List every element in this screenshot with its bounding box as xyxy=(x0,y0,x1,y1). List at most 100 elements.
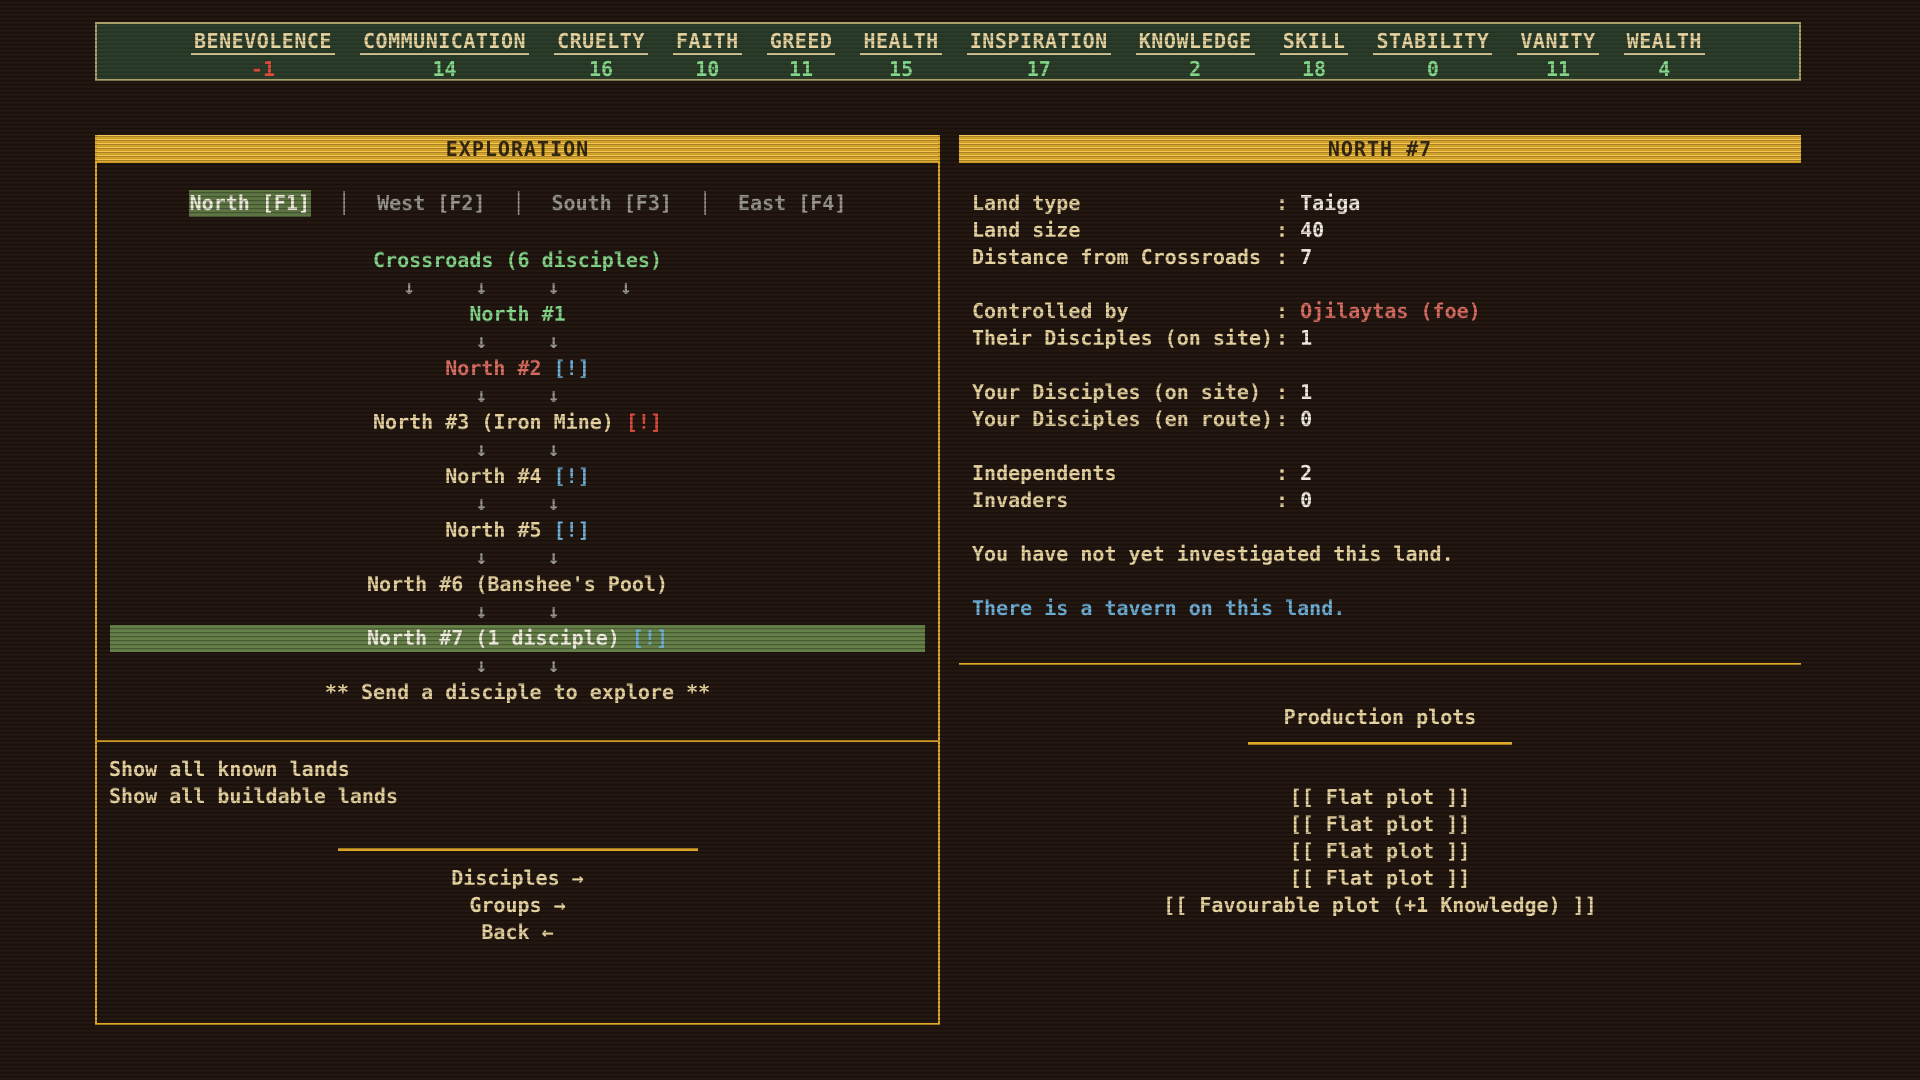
tree-arrows: ↓ ↓ xyxy=(97,328,938,355)
land-message-row: There is a tavern on this land. xyxy=(972,595,1801,622)
land-message-text: There is a tavern on this land. xyxy=(972,596,1346,620)
stat-value: 16 xyxy=(588,57,614,81)
land-info-colon: : xyxy=(1276,461,1301,485)
menu-back[interactable]: Back ← xyxy=(481,920,554,944)
stat-inspiration: INSPIRATION 17 xyxy=(966,30,1111,81)
land-info-value: 0 xyxy=(1300,407,1313,431)
tree-arrows: ↓ ↓ xyxy=(97,490,938,517)
stat-label: BENEVOLENCE xyxy=(191,30,335,55)
stat-label: FAITH xyxy=(672,30,742,55)
land-info-row: Your Disciples (en route): 0 xyxy=(972,406,1801,433)
production-plots-title: Production plots xyxy=(1283,705,1477,729)
down-arrow-icon: ↓ ↓ xyxy=(475,383,560,407)
spacer-row xyxy=(972,568,1801,595)
stat-value: 17 xyxy=(1026,57,1051,81)
tree-node-text: [!] xyxy=(625,410,662,434)
tree-node-text: Crossroads (6 disciples) xyxy=(373,248,662,272)
tree-arrows: ↓ ↓ xyxy=(97,598,938,625)
tree-node-north-3[interactable]: North #3 (Iron Mine) [!] xyxy=(97,409,938,436)
down-arrow-icon: ↓ ↓ xyxy=(475,653,560,677)
land-info-value: Ojilaytas (foe) xyxy=(1300,299,1481,323)
tab-separator: │ xyxy=(338,191,351,215)
stat-communication: COMMUNICATION 14 xyxy=(360,30,530,80)
tree-node-text: North #2 xyxy=(445,356,554,380)
production-plot[interactable]: [[ Flat plot ]] xyxy=(1289,812,1471,836)
tree-node-text: North #1 xyxy=(469,302,566,326)
tree-arrows: ↓ ↓ xyxy=(97,652,938,679)
tree-node-text: [!] xyxy=(553,356,590,380)
land-info-row: Controlled by: Ojilaytas (foe) xyxy=(972,298,1801,325)
stat-stability: STABILITY 0 xyxy=(1373,30,1493,81)
land-info-row: Invaders: 0 xyxy=(972,487,1801,514)
stat-knowledge: KNOWLEDGE 2 xyxy=(1135,30,1255,81)
tab-separator: │ xyxy=(698,191,711,215)
tree-node-crossroads[interactable]: Crossroads (6 disciples) xyxy=(97,247,938,274)
option-show-known-lands[interactable]: Show all known lands xyxy=(109,757,350,781)
view-options: Show all known lands Show all buildable l… xyxy=(109,756,398,810)
tab-north[interactable]: North [F1] xyxy=(188,190,312,217)
land-info-row: Their Disciples (on site): 1 xyxy=(972,325,1801,352)
production-plot[interactable]: [[ Flat plot ]] xyxy=(1289,839,1471,863)
spacer-row xyxy=(972,514,1801,541)
tree-node-north-7[interactable]: North #7 (1 disciple) [!] xyxy=(97,625,938,652)
menu-groups[interactable]: Groups → xyxy=(469,893,566,917)
land-info-colon: : xyxy=(1276,407,1301,431)
tab-west[interactable]: West [F2] xyxy=(377,191,486,215)
exploration-panel: EXPLORATION North [F1] │ West [F2] │ South [… xyxy=(95,135,940,1025)
spacer-row xyxy=(972,352,1801,379)
stat-value: 11 xyxy=(1545,57,1571,81)
down-arrow-icon: ↓ ↓ ↓ ↓ xyxy=(403,275,632,299)
production-plot[interactable]: [[ Favourable plot (+1 Knowledge) ]] xyxy=(1163,893,1597,917)
stat-label: INSPIRATION xyxy=(966,30,1111,55)
tree-node-north-6[interactable]: North #6 (Banshee's Pool) xyxy=(97,571,938,598)
land-info-colon: : xyxy=(1276,218,1301,242)
land-info: Land type: Taiga Land size: 40 Distance fr… xyxy=(972,190,1801,622)
nav-menu: Disciples → Groups → Back ← xyxy=(97,865,938,946)
land-info-row: Independents: 2 xyxy=(972,460,1801,487)
tree-node-north-5[interactable]: North #5 [!] xyxy=(97,517,938,544)
spacer-row xyxy=(972,433,1801,460)
tree-node-text: North #3 (Iron Mine) xyxy=(373,410,626,434)
tree-node-north-1[interactable]: North #1 xyxy=(97,301,938,328)
land-info-label: Controlled by xyxy=(972,299,1129,323)
land-info-colon: : xyxy=(1276,191,1301,215)
tree-arrows: ↓ ↓ xyxy=(97,382,938,409)
down-arrow-icon: ↓ ↓ xyxy=(475,329,560,353)
land-info-value: 7 xyxy=(1300,245,1313,269)
land-info-value: 1 xyxy=(1300,380,1313,404)
land-message-row: You have not yet investigated this land. xyxy=(972,541,1801,568)
tab-east[interactable]: East [F4] xyxy=(737,191,847,215)
stat-value: 2 xyxy=(1189,57,1202,81)
stat-cruelty: CRUELTY 16 xyxy=(554,30,648,81)
menu-disciples[interactable]: Disciples → xyxy=(451,866,584,890)
land-message-text: You have not yet investigated this land. xyxy=(972,542,1454,566)
menu-divider xyxy=(337,848,698,851)
tab-south[interactable]: South [F3] xyxy=(551,191,672,215)
land-info-colon: : xyxy=(1276,326,1301,350)
production-plot[interactable]: [[ Flat plot ]] xyxy=(1289,866,1471,890)
tree-node-text: North #5 xyxy=(445,518,554,542)
tree-node-north-4[interactable]: North #4 [!] xyxy=(97,463,938,490)
land-info-colon: : xyxy=(1276,380,1301,404)
tree-node-north-2[interactable]: North #2 [!] xyxy=(97,355,938,382)
production-plot[interactable]: [[ Flat plot ]] xyxy=(1289,785,1471,809)
tree-node-explore-prompt[interactable]: ** Send a disciple to explore ** xyxy=(97,679,938,706)
land-info-colon: : xyxy=(1276,245,1301,269)
land-info-label: Distance from Crossroads xyxy=(972,245,1261,269)
land-info-label: Independents xyxy=(972,461,1117,485)
stat-label: VANITY xyxy=(1517,30,1599,55)
option-show-buildable-lands[interactable]: Show all buildable lands xyxy=(109,784,398,808)
stat-label: HEALTH xyxy=(860,30,942,55)
land-info-label: Land type xyxy=(972,191,1081,215)
direction-tabs: North [F1] │ West [F2] │ South [F3] │ East [F4… xyxy=(97,190,938,217)
land-info-value: 2 xyxy=(1300,461,1313,485)
land-info-label: Your Disciples (on site) xyxy=(972,380,1261,404)
land-info-label: Land size xyxy=(972,218,1081,242)
land-info-value: 40 xyxy=(1300,218,1325,242)
tree-node-text: ** Send a disciple to explore ** xyxy=(324,680,711,704)
stat-value: 0 xyxy=(1426,57,1439,81)
down-arrow-icon: ↓ ↓ xyxy=(475,437,560,461)
tree-node-text: [!] xyxy=(631,626,669,650)
tree-node-text: [!] xyxy=(553,464,590,488)
